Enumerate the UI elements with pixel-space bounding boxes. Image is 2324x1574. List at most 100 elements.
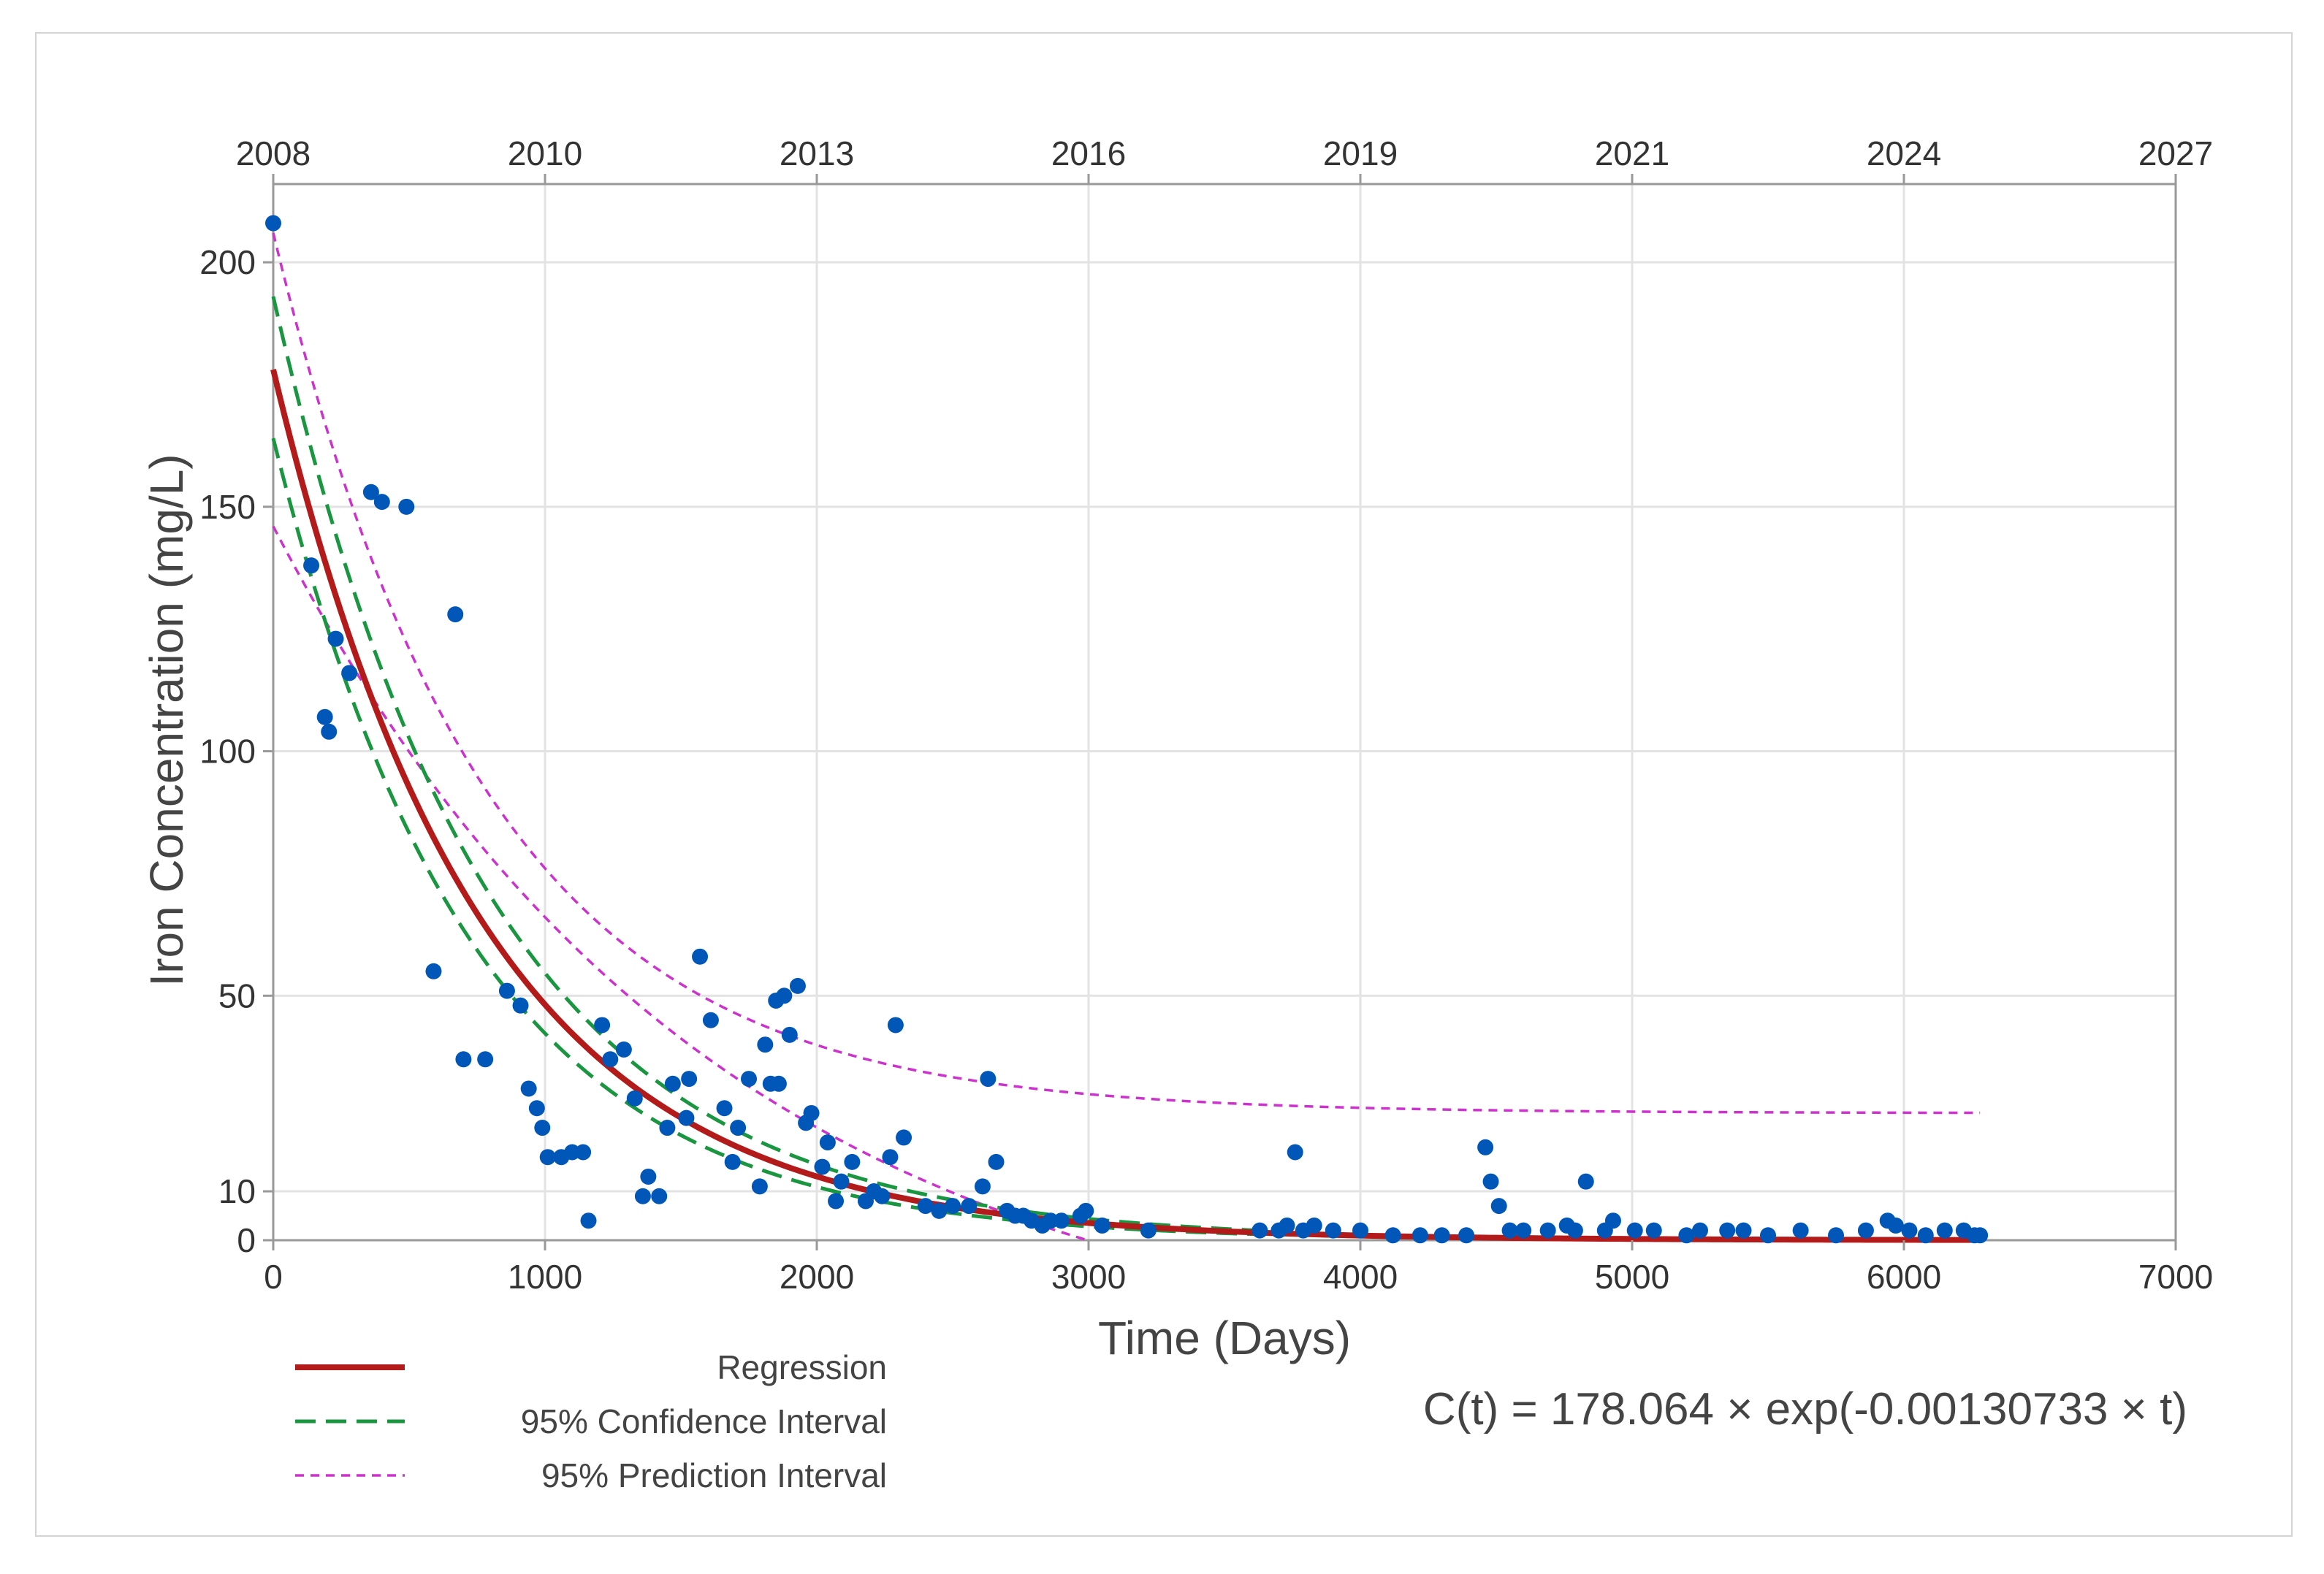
data-point: [988, 1153, 1005, 1170]
data-point: [362, 484, 379, 500]
data-point: [1792, 1222, 1809, 1239]
data-point: [874, 1188, 891, 1204]
data-point: [692, 948, 709, 965]
data-point: [1857, 1222, 1874, 1239]
data-point: [1719, 1222, 1736, 1239]
data-point: [634, 1188, 651, 1204]
data-point: [814, 1158, 831, 1175]
data-point: [1760, 1227, 1776, 1244]
data-point: [1901, 1222, 1918, 1239]
data-point: [1458, 1227, 1475, 1244]
data-point: [534, 1120, 551, 1136]
data-point: [945, 1198, 961, 1215]
x-tick-label: 1000: [508, 1258, 582, 1296]
x-axis-label: Time (Days): [1098, 1312, 1351, 1364]
confidence-interval-lower-line: [271, 438, 1265, 1237]
data-point: [327, 630, 344, 647]
data-point: [917, 1198, 934, 1215]
data-point: [1626, 1222, 1643, 1239]
data-point: [1645, 1222, 1662, 1239]
data-point: [520, 1080, 537, 1097]
secondary-x-tick-label: 2016: [1051, 134, 1126, 172]
x-tick-label: 4000: [1323, 1258, 1398, 1296]
data-point: [1482, 1173, 1499, 1190]
data-point: [651, 1188, 668, 1204]
data-point: [1692, 1222, 1708, 1239]
secondary-x-tick-label: 2024: [1867, 134, 1941, 172]
data-point: [1735, 1222, 1752, 1239]
data-point: [1094, 1217, 1110, 1234]
data-point: [1306, 1217, 1322, 1234]
secondary-x-tick-label: 2027: [2138, 134, 2213, 172]
data-point: [1566, 1222, 1583, 1239]
data-point: [1477, 1139, 1494, 1155]
y-axis-label: Iron Concentration (mg/L): [140, 454, 193, 986]
data-point: [781, 1026, 798, 1043]
data-point: [1287, 1144, 1303, 1161]
data-point: [770, 1075, 787, 1092]
data-point: [702, 1012, 719, 1028]
data-point: [1325, 1222, 1341, 1239]
x-tick-label: 7000: [2138, 1258, 2213, 1296]
chart-frame: 0 1000 2000 3000 4000 5000 6000 7000 0 10 50 100 15…: [35, 32, 2293, 1537]
data-point: [580, 1212, 597, 1229]
data-point: [477, 1051, 494, 1068]
legend-regression-label: Regression: [717, 1348, 887, 1386]
data-point: [1577, 1173, 1594, 1190]
data-point: [751, 1178, 768, 1195]
data-point: [321, 723, 338, 740]
regression-equation: C(t) = 178.064 × exp(-0.00130733 × t): [1423, 1384, 2187, 1434]
prediction-interval-upper-line: [272, 232, 1981, 1115]
secondary-x-axis-ticks: 2008 2010 2013 2016 2019 2021 2024 2027: [236, 134, 2213, 184]
data-point: [882, 1149, 899, 1166]
x-tick-label: 6000: [1867, 1258, 1941, 1296]
data-point: [455, 1051, 472, 1068]
data-point: [1539, 1222, 1556, 1239]
grid-layer: [272, 184, 2177, 1242]
data-point: [896, 1129, 913, 1146]
data-point: [447, 606, 464, 623]
data-point: [615, 1041, 632, 1058]
data-point: [1887, 1217, 1904, 1234]
y-tick-label: 100: [199, 733, 256, 771]
data-point: [594, 1017, 611, 1034]
data-point: [1917, 1227, 1934, 1244]
prediction-interval-lower-line: [272, 525, 1088, 1242]
data-point: [724, 1153, 741, 1170]
data-point: [819, 1134, 836, 1151]
y-tick-label: 150: [199, 488, 256, 526]
data-point: [1279, 1217, 1295, 1234]
data-point: [640, 1168, 657, 1185]
data-point: [974, 1178, 991, 1195]
y-tick-label: 10: [218, 1172, 256, 1210]
data-point: [681, 1071, 698, 1088]
data-point: [398, 498, 415, 515]
data-point: [1140, 1222, 1157, 1239]
data-point: [980, 1071, 997, 1088]
y-axis-ticks: 0 10 50 100 150 200: [199, 243, 273, 1259]
data-point: [678, 1109, 695, 1126]
data-point: [828, 1193, 845, 1210]
data-point: [1384, 1227, 1401, 1244]
x-tick-label: 3000: [1051, 1258, 1126, 1296]
scatter-points: [265, 215, 1989, 1244]
legend-confidence-label: 95% Confidence Interval: [521, 1402, 887, 1440]
data-point: [789, 977, 806, 994]
data-point: [575, 1144, 592, 1161]
data-point: [1490, 1198, 1507, 1215]
data-point: [1972, 1227, 1989, 1244]
data-point: [741, 1071, 757, 1088]
data-point: [1828, 1227, 1844, 1244]
data-point: [730, 1120, 747, 1136]
secondary-x-tick-label: 2008: [236, 134, 310, 172]
secondary-x-tick-label: 2013: [780, 134, 854, 172]
data-point: [1053, 1212, 1070, 1229]
data-point: [1433, 1227, 1450, 1244]
data-point: [803, 1104, 820, 1121]
secondary-x-tick-label: 2021: [1595, 134, 1669, 172]
x-tick-label: 0: [264, 1258, 283, 1296]
data-point: [961, 1198, 978, 1215]
data-point: [716, 1100, 733, 1117]
data-point: [626, 1090, 643, 1107]
data-point: [1251, 1222, 1268, 1239]
